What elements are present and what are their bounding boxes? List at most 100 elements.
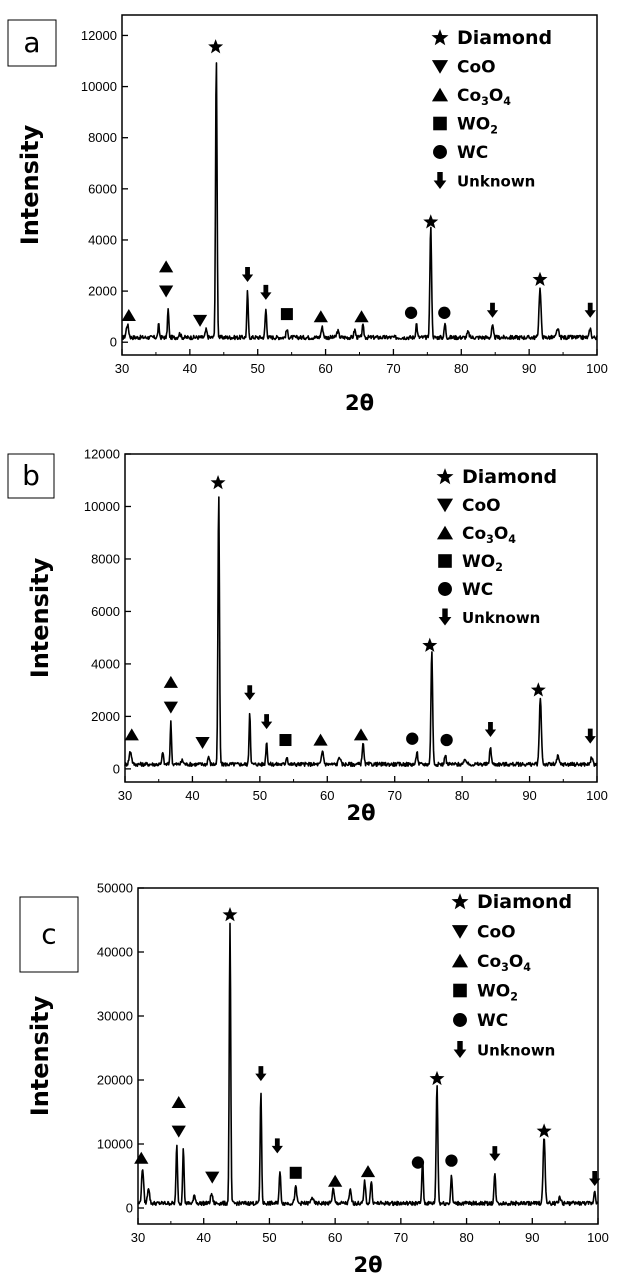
peak-marker-circle — [440, 733, 453, 747]
y-tick-label: 10000 — [97, 1137, 133, 1152]
peak-marker-star — [423, 214, 439, 229]
y-tick-label: 10000 — [84, 499, 120, 514]
y-tick-label: 8000 — [91, 551, 120, 566]
x-axis-title: 2θ — [345, 391, 374, 415]
xrd-trace — [137, 922, 599, 1207]
x-axis-title: 2θ — [353, 1253, 382, 1277]
x-tick-label: 90 — [525, 1230, 539, 1245]
legend-marker-star — [436, 468, 454, 485]
x-tick-label: 30 — [131, 1230, 145, 1245]
legend-label: Co3O4 — [457, 86, 511, 108]
peak-marker-circle — [406, 732, 419, 745]
peak-marker-arrow-down — [584, 728, 596, 744]
legend-label: WC — [462, 580, 493, 600]
y-tick-label: 8000 — [88, 130, 117, 145]
peak-marker-arrow-down — [260, 714, 273, 730]
peak-marker-arrow-down — [260, 284, 272, 300]
y-tick-label: 20000 — [97, 1073, 133, 1088]
x-tick-label: 80 — [454, 361, 468, 376]
y-tick-label: 6000 — [91, 604, 120, 619]
legend-label: Co3O4 — [477, 952, 531, 974]
y-tick-label: 0 — [113, 761, 120, 776]
xrd-trace — [121, 62, 598, 341]
x-tick-label: 50 — [250, 361, 264, 376]
legend-marker-arrow-down — [433, 172, 447, 189]
peak-marker-square — [279, 734, 292, 747]
legend-marker-circle — [453, 1013, 467, 1027]
peak-marker-square — [280, 308, 293, 321]
xrd-chart-b: b 30 40 50 60 70 80 90 100 0 2000 4000 6000 8000 10000… — [7, 447, 608, 825]
peak-marker-square — [289, 1166, 302, 1179]
legend-label: Diamond — [457, 27, 552, 49]
x-axis-title: 2θ — [346, 801, 375, 825]
peak-marker-triangle-up — [313, 310, 328, 323]
y-tick-label: 2000 — [91, 709, 120, 724]
y-axis-title: Intensity — [26, 995, 54, 1116]
legend-marker-square — [433, 116, 447, 131]
x-tick-label: 100 — [586, 788, 608, 803]
y-tick-label: 10000 — [81, 79, 117, 94]
legend-label: Unknown — [457, 173, 535, 191]
peak-marker-circle — [411, 1156, 425, 1169]
y-tick-label: 12000 — [84, 447, 120, 462]
panel-letter-text: a — [23, 26, 40, 59]
x-tick-label: 40 — [183, 361, 197, 376]
xrd-trace — [124, 496, 598, 768]
peak-marker-star — [530, 682, 546, 697]
legend-label: WC — [457, 143, 488, 163]
x-tick-label: 100 — [586, 361, 608, 376]
peak-marker-triangle-down — [158, 285, 174, 298]
peak-marker-arrow-down — [271, 1138, 283, 1154]
chart-panel-a: a 30 40 50 60 70 80 90 100 0 2000 4000 6000 8000 10000… — [0, 0, 620, 430]
panel-letter-text: b — [22, 459, 40, 492]
x-tick-label: 50 — [262, 1230, 276, 1245]
panel-label-b: b — [7, 453, 55, 499]
peak-marker-arrow-down — [584, 302, 596, 318]
x-tick-label: 30 — [118, 788, 132, 803]
legend-marker-triangle-down — [451, 925, 469, 939]
peak-marker-triangle-up — [158, 260, 174, 273]
x-tick-label: 70 — [394, 1230, 408, 1245]
peak-marker-star — [222, 907, 238, 922]
y-tick-label: 12000 — [81, 28, 117, 43]
legend-marker-circle — [438, 582, 452, 596]
y-tick-label: 6000 — [88, 181, 117, 196]
peak-marker-triangle-down — [195, 737, 210, 750]
x-tick-label: 90 — [522, 361, 536, 376]
x-tick-label: 60 — [318, 361, 332, 376]
legend-marker-square — [453, 983, 467, 998]
legend-marker-triangle-down — [436, 498, 454, 513]
legend-marker-triangle-down — [431, 60, 449, 74]
legend-label: Diamond — [477, 891, 572, 913]
legend-label: CoO — [457, 58, 496, 78]
x-tick-label: 70 — [386, 361, 400, 376]
x-tick-label: 60 — [328, 1230, 342, 1245]
y-tick-label: 0 — [110, 335, 117, 350]
peak-marker-arrow-down — [486, 302, 499, 318]
y-axis-title: Intensity — [26, 557, 54, 678]
peak-marker-triangle-up — [134, 1151, 149, 1164]
peak-marker-star — [210, 474, 226, 490]
legend-marker-triangle-up — [431, 87, 449, 102]
legend-label: CoO — [462, 496, 501, 516]
legend-label: WO2 — [457, 115, 498, 137]
peak-marker-triangle-up — [353, 728, 369, 741]
y-tick-label: 4000 — [91, 656, 120, 671]
peak-marker-arrow-down — [241, 266, 254, 282]
y-tick-label: 4000 — [88, 232, 117, 247]
legend-label: WO2 — [462, 552, 503, 574]
peak-marker-triangle-up — [163, 675, 178, 688]
y-tick-label: 50000 — [97, 881, 133, 896]
legend-marker-triangle-up — [451, 953, 469, 968]
chart-panel-b: b 30 40 50 60 70 80 90 100 0 2000 4000 6000 8000 10000… — [0, 440, 620, 840]
peak-marker-triangle-up — [360, 1165, 376, 1178]
peak-marker-triangle-down — [205, 1171, 220, 1184]
x-tick-label: 60 — [320, 788, 334, 803]
peak-marker-star — [532, 271, 548, 286]
xrd-chart-a: a 30 40 50 60 70 80 90 100 0 2000 4000 6000 8000 10000… — [7, 14, 608, 415]
x-tick-label: 40 — [185, 788, 199, 803]
peak-marker-triangle-up — [328, 1174, 343, 1187]
peak-marker-triangle-down — [192, 314, 208, 327]
y-axis-title: Intensity — [16, 124, 44, 245]
x-tick-label: 90 — [522, 788, 536, 803]
